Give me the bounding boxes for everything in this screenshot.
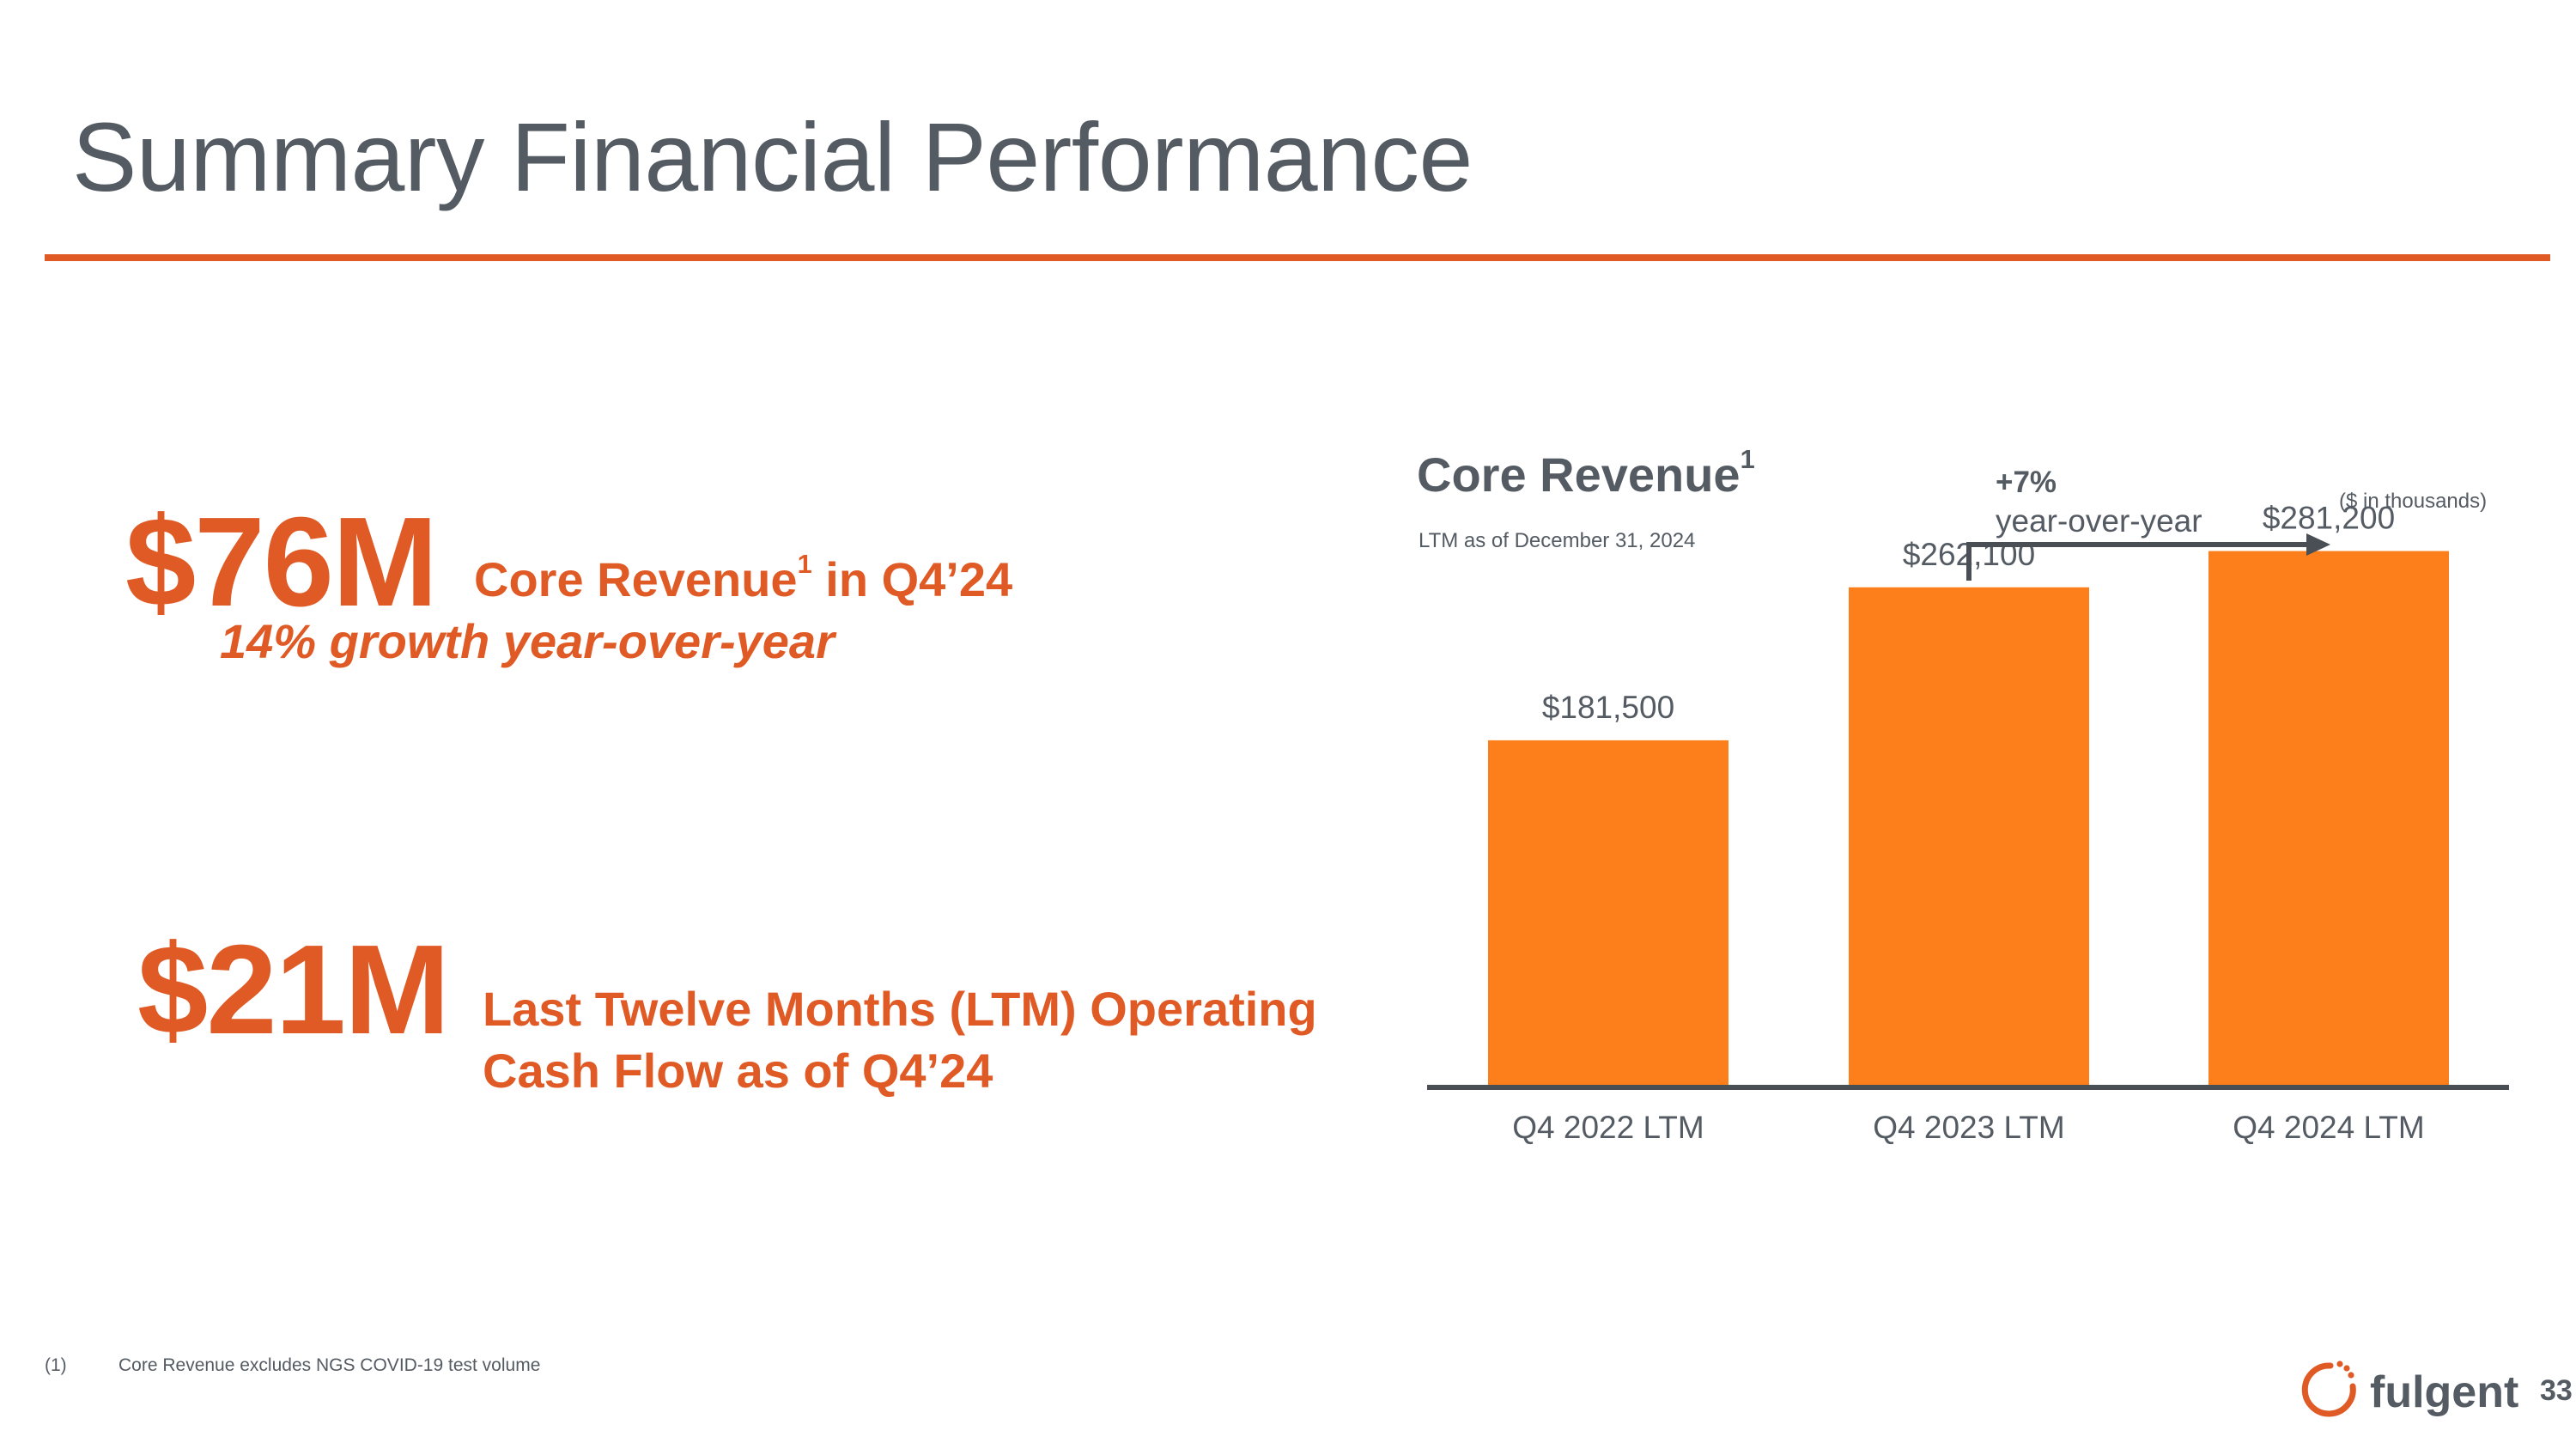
cash-flow-label-line1: Last Twelve Months (LTM) Operating bbox=[483, 982, 1317, 1036]
logo-mark-icon bbox=[2301, 1361, 2356, 1417]
category-label: Q4 2022 LTM bbox=[1512, 1110, 1704, 1145]
footnote-marker: 1 bbox=[797, 548, 812, 579]
page-title: Summary Financial Performance bbox=[72, 103, 1473, 211]
core-revenue-value: $76M bbox=[125, 491, 438, 633]
core-revenue-label: Core Revenue1 in Q4’24 bbox=[474, 548, 1013, 607]
title-divider bbox=[45, 254, 2550, 261]
growth-arrow bbox=[1966, 542, 2310, 581]
chart-title-text: Core Revenue bbox=[1417, 447, 1741, 502]
fulgent-logo: fulgent bbox=[2301, 1361, 2518, 1417]
footnote-number: (1) bbox=[45, 1355, 67, 1375]
bar-q4-2023-ltm bbox=[1849, 587, 2089, 1085]
page-number: 33 bbox=[2540, 1374, 2573, 1407]
category-label: Q4 2024 LTM bbox=[2233, 1110, 2424, 1145]
core-revenue-label-suffix: in Q4’24 bbox=[811, 552, 1013, 606]
growth-arrowhead bbox=[2306, 533, 2330, 556]
core-revenue-growth: 14% growth year-over-year bbox=[220, 614, 835, 668]
bar-q4-2022-ltm bbox=[1488, 740, 1728, 1085]
growth-annotation-pct: +7% bbox=[1996, 466, 2057, 499]
data-label: $281,200 bbox=[2263, 501, 2395, 536]
chart-subtitle: LTM as of December 31, 2024 bbox=[1419, 529, 1696, 552]
footnote-text: Core Revenue excludes NGS COVID-19 test … bbox=[118, 1355, 541, 1375]
chart-bars bbox=[1488, 551, 2449, 1085]
chart-title: Core Revenue1 bbox=[1417, 443, 1755, 502]
category-label: Q4 2023 LTM bbox=[1873, 1110, 2064, 1145]
logo-wordmark: fulgent bbox=[2370, 1367, 2518, 1417]
data-label: $181,500 bbox=[1542, 690, 1674, 725]
bar-q4-2024-ltm bbox=[2208, 551, 2449, 1085]
units-note: ($ in thousands) bbox=[2339, 490, 2488, 513]
chart-title-footnote: 1 bbox=[1740, 443, 1755, 474]
cash-flow-label-line2: Cash Flow as of Q4’24 bbox=[483, 1044, 993, 1098]
chart-category-labels: Q4 2022 LTM Q4 2023 LTM Q4 2024 LTM bbox=[1512, 1110, 2424, 1145]
cash-flow-value: $21M bbox=[137, 919, 450, 1061]
growth-annotation-text: year-over-year bbox=[1996, 503, 2202, 539]
core-revenue-label-text: Core Revenue bbox=[474, 552, 798, 606]
